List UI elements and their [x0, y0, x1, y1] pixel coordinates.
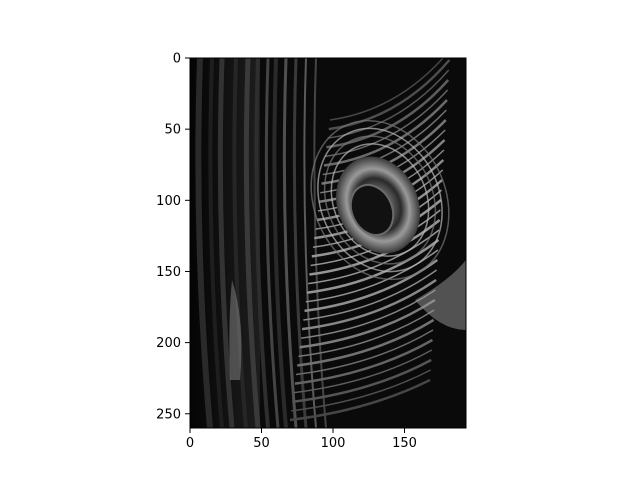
- x-tick-label: 0: [186, 436, 194, 451]
- feather-barb: [295, 329, 434, 376]
- feather-strand: [303, 58, 317, 428]
- feather-barb: [289, 378, 431, 422]
- peacock-feather-image: [190, 58, 466, 428]
- feather-strand: [272, 58, 288, 428]
- y-tick-label: 200: [156, 336, 181, 351]
- feather-strand: [195, 58, 213, 428]
- feather-barb: [297, 318, 435, 367]
- feather-eye-rings: [310, 119, 450, 281]
- feather-barb: [291, 369, 431, 412]
- feather-barb: [306, 239, 440, 294]
- y-tick-label: 50: [164, 123, 181, 138]
- feather-strand: [264, 58, 280, 428]
- y-tick-label: 0: [173, 52, 181, 67]
- feather-barb: [305, 249, 439, 303]
- feather-strand: [232, 58, 248, 428]
- feather-barb: [299, 298, 436, 349]
- feather-strand: [254, 58, 270, 428]
- feather-barb: [303, 269, 438, 321]
- feather-strand: [292, 58, 308, 428]
- feather-eye-ring: [323, 135, 437, 265]
- feather-barb: [301, 278, 437, 331]
- x-tick-label: 100: [321, 436, 346, 451]
- feather-eye-center: [349, 183, 395, 237]
- axes-frame: [189, 57, 467, 429]
- feather-barb: [325, 89, 449, 158]
- feather-barb: [322, 109, 447, 176]
- y-tick-label: 150: [156, 265, 181, 280]
- x-tick-label: 50: [253, 436, 270, 451]
- light-patch-left: [229, 280, 242, 380]
- feather-barb: [329, 58, 445, 121]
- x-tick-label: 150: [392, 436, 417, 451]
- feather-strand: [208, 58, 224, 428]
- x-axis: 0 50 100 150: [186, 428, 417, 451]
- light-patch: [415, 260, 466, 330]
- feather-strand: [282, 58, 298, 428]
- y-tick-label: 250: [156, 407, 181, 422]
- feather-strands: [195, 58, 327, 428]
- feather-barb: [292, 358, 432, 404]
- y-tick-label: 100: [156, 194, 181, 209]
- feather-eye-ring: [317, 127, 443, 273]
- feather-strand: [313, 58, 327, 428]
- feather-eye-ring: [330, 143, 430, 257]
- feather-strand: [217, 58, 235, 428]
- feather-eye-ring: [310, 119, 450, 281]
- feather-barb: [298, 309, 435, 358]
- feather-barb: [323, 99, 448, 167]
- feather-barb: [308, 229, 440, 285]
- feather-strand: [243, 58, 261, 428]
- y-axis: 0 50 100 150 200 250: [156, 52, 190, 422]
- feather-barb: [293, 349, 433, 394]
- feather-barb: [294, 338, 434, 385]
